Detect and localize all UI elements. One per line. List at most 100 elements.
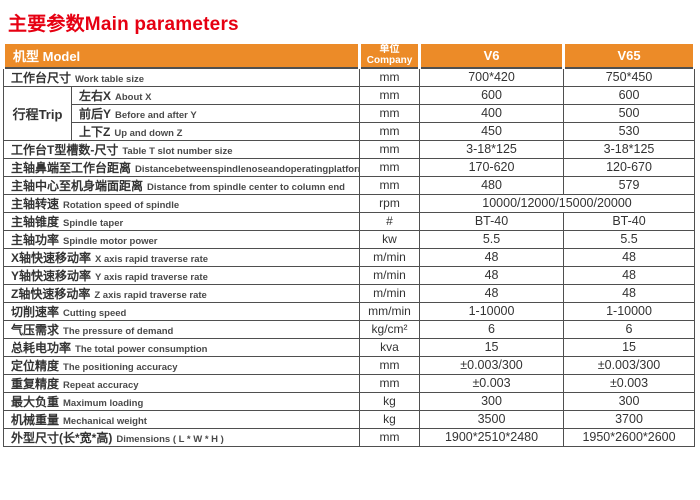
- param-label-zh: 定位精度: [11, 358, 60, 373]
- unit-value: kg/cm²: [359, 319, 421, 339]
- table-row: Y轴快速移动率 Y axis rapid traverse rate m/min 48…: [2, 265, 696, 285]
- param-label-zh: 主轴转速: [11, 196, 60, 211]
- v65-value: 600: [563, 85, 696, 105]
- table-row: 重复精度 Repeat accuracy mm ±0.003 ±0.003: [2, 373, 696, 393]
- v6-value: ±0.003/300: [419, 355, 565, 375]
- group-label: 行程Trip: [3, 85, 72, 141]
- param-label-en: Rotation speed of spindle: [63, 199, 180, 211]
- v65-value: ±0.003: [563, 373, 696, 393]
- v6-value: 480: [419, 175, 565, 195]
- param-label-en: Before and after Y: [115, 109, 197, 121]
- unit-value: kg: [359, 409, 421, 429]
- param-label-zh: 主轴中心至机身端面距离: [11, 178, 144, 193]
- unit-value: m/min: [359, 283, 421, 303]
- v6-value: 170-620: [419, 157, 565, 177]
- param-label-en: Distance from spindle center to column e…: [147, 181, 345, 193]
- v6-value: 15: [419, 337, 565, 357]
- param-label-en: Table T slot number size: [122, 145, 233, 157]
- header-v65: V65: [562, 43, 697, 69]
- v65-value: 1950*2600*2600: [563, 427, 696, 447]
- param-label-zh: 最大负重: [11, 394, 60, 409]
- param-label-zh: 工作台尺寸: [11, 70, 72, 85]
- param-label: 上下Z Up and down Z: [70, 121, 361, 141]
- param-label-en: Repeat accuracy: [63, 379, 139, 391]
- unit-value: mm: [359, 103, 421, 123]
- param-label-zh: 主轴功率: [11, 232, 60, 247]
- param-label-zh: 气压需求: [11, 322, 60, 337]
- param-label-zh: 前后Y: [79, 106, 112, 121]
- header-v6: V6: [418, 43, 566, 69]
- param-label-zh: 主轴鼻端至工作台距离: [11, 160, 132, 175]
- unit-value: #: [359, 211, 421, 231]
- param-label: 前后Y Before and after Y: [70, 103, 361, 123]
- v65-value: 120-670: [563, 157, 696, 177]
- param-label-en: Spindle motor power: [63, 235, 158, 247]
- unit-value: mm: [359, 175, 421, 195]
- table-row: 主轴锥度 Spindle taper # BT-40 BT-40: [2, 211, 696, 231]
- param-label: X轴快速移动率 X axis rapid traverse rate: [2, 247, 361, 267]
- param-label: 主轴转速 Rotation speed of spindle: [2, 193, 361, 213]
- param-label: Y轴快速移动率 Y axis rapid traverse rate: [2, 265, 361, 285]
- table-row: 主轴鼻端至工作台距离 Distancebetweenspindlenoseando…: [2, 157, 696, 177]
- table-body: 工作台尺寸 Work table size mm 700*420 750*450 行程Tr…: [2, 67, 696, 447]
- param-label-en: Work table size: [75, 73, 145, 85]
- unit-value: kg: [359, 391, 421, 411]
- unit-value: mm: [359, 373, 421, 393]
- param-label-en: Z axis rapid traverse rate: [94, 289, 207, 301]
- param-label-en: Cutting speed: [63, 307, 127, 319]
- param-label: 最大负重 Maximum loading: [2, 391, 361, 411]
- v6-value: 48: [419, 265, 565, 285]
- merged-value: 10000/12000/15000/20000: [419, 193, 696, 213]
- param-label-zh: Z轴快速移动率: [11, 286, 91, 301]
- param-label-en: Up and down Z: [114, 127, 183, 139]
- v65-value: 15: [563, 337, 696, 357]
- v65-value: 3700: [563, 409, 696, 429]
- v65-value: 750*450: [563, 67, 696, 87]
- table-row: 气压需求 The pressure of demand kg/cm² 6 6: [2, 319, 696, 339]
- table-row: 主轴转速 Rotation speed of spindle rpm 10000/12…: [2, 193, 696, 213]
- unit-value: m/min: [359, 265, 421, 285]
- v65-value: 48: [563, 283, 696, 303]
- v6-value: ±0.003: [419, 373, 565, 393]
- param-label-en: The pressure of demand: [63, 325, 174, 337]
- param-label-zh: 外型尺寸(长*宽*高): [11, 430, 113, 445]
- v65-value: 500: [563, 103, 696, 123]
- param-label: 外型尺寸(长*宽*高) Dimensions ( L * W * H ): [2, 427, 361, 447]
- v65-value: 530: [563, 121, 696, 141]
- unit-value: mm: [359, 157, 421, 177]
- param-label-zh: 主轴锥度: [11, 214, 60, 229]
- param-label: 左右X About X: [70, 85, 361, 105]
- param-label: 主轴锥度 Spindle taper: [2, 211, 361, 231]
- table-row: X轴快速移动率 X axis rapid traverse rate m/min 48…: [2, 247, 696, 267]
- param-label: 总耗电功率 The total power consumption: [2, 337, 361, 357]
- header-model: 机型 Model: [1, 43, 362, 69]
- unit-value: kva: [359, 337, 421, 357]
- page-title: 主要参数Main parameters: [8, 14, 239, 35]
- table-row: 外型尺寸(长*宽*高) Dimensions ( L * W * H ) mm 190…: [2, 427, 696, 447]
- param-label: 定位精度 The positioning accuracy: [2, 355, 361, 375]
- param-label-zh: 工作台T型槽数-尺寸: [11, 142, 119, 157]
- unit-value: mm: [359, 139, 421, 159]
- param-label-en: The positioning accuracy: [63, 361, 178, 373]
- spec-sheet: 主要参数Main parameters 机型 Model 单位 Company …: [1, 14, 697, 447]
- v65-value: BT-40: [563, 211, 696, 231]
- table-row: 定位精度 The positioning accuracy mm ±0.003/300…: [2, 355, 696, 375]
- v6-value: 48: [419, 247, 565, 267]
- v65-value: 300: [563, 391, 696, 411]
- param-label-en: About X: [115, 91, 152, 103]
- unit-value: mm: [359, 121, 421, 141]
- v6-value: 1900*2510*2480: [419, 427, 565, 447]
- unit-value: mm: [359, 85, 421, 105]
- param-label-zh: 上下Z: [79, 124, 111, 139]
- param-label-en: Dimensions ( L * W * H ): [116, 433, 224, 445]
- v6-value: 3500: [419, 409, 565, 429]
- param-label-en: Mechanical weight: [63, 415, 147, 427]
- param-label: 主轴鼻端至工作台距离 Distancebetweenspindlenoseando…: [2, 157, 361, 177]
- unit-value: mm: [359, 355, 421, 375]
- header-row: 机型 Model 单位 Company V6 V65: [1, 43, 697, 69]
- v65-value: 3-18*125: [563, 139, 696, 159]
- unit-value: mm/min: [359, 301, 421, 321]
- parameters-table: 机型 Model 单位 Company V6 V65 工作台尺寸 Work tab…: [1, 43, 697, 447]
